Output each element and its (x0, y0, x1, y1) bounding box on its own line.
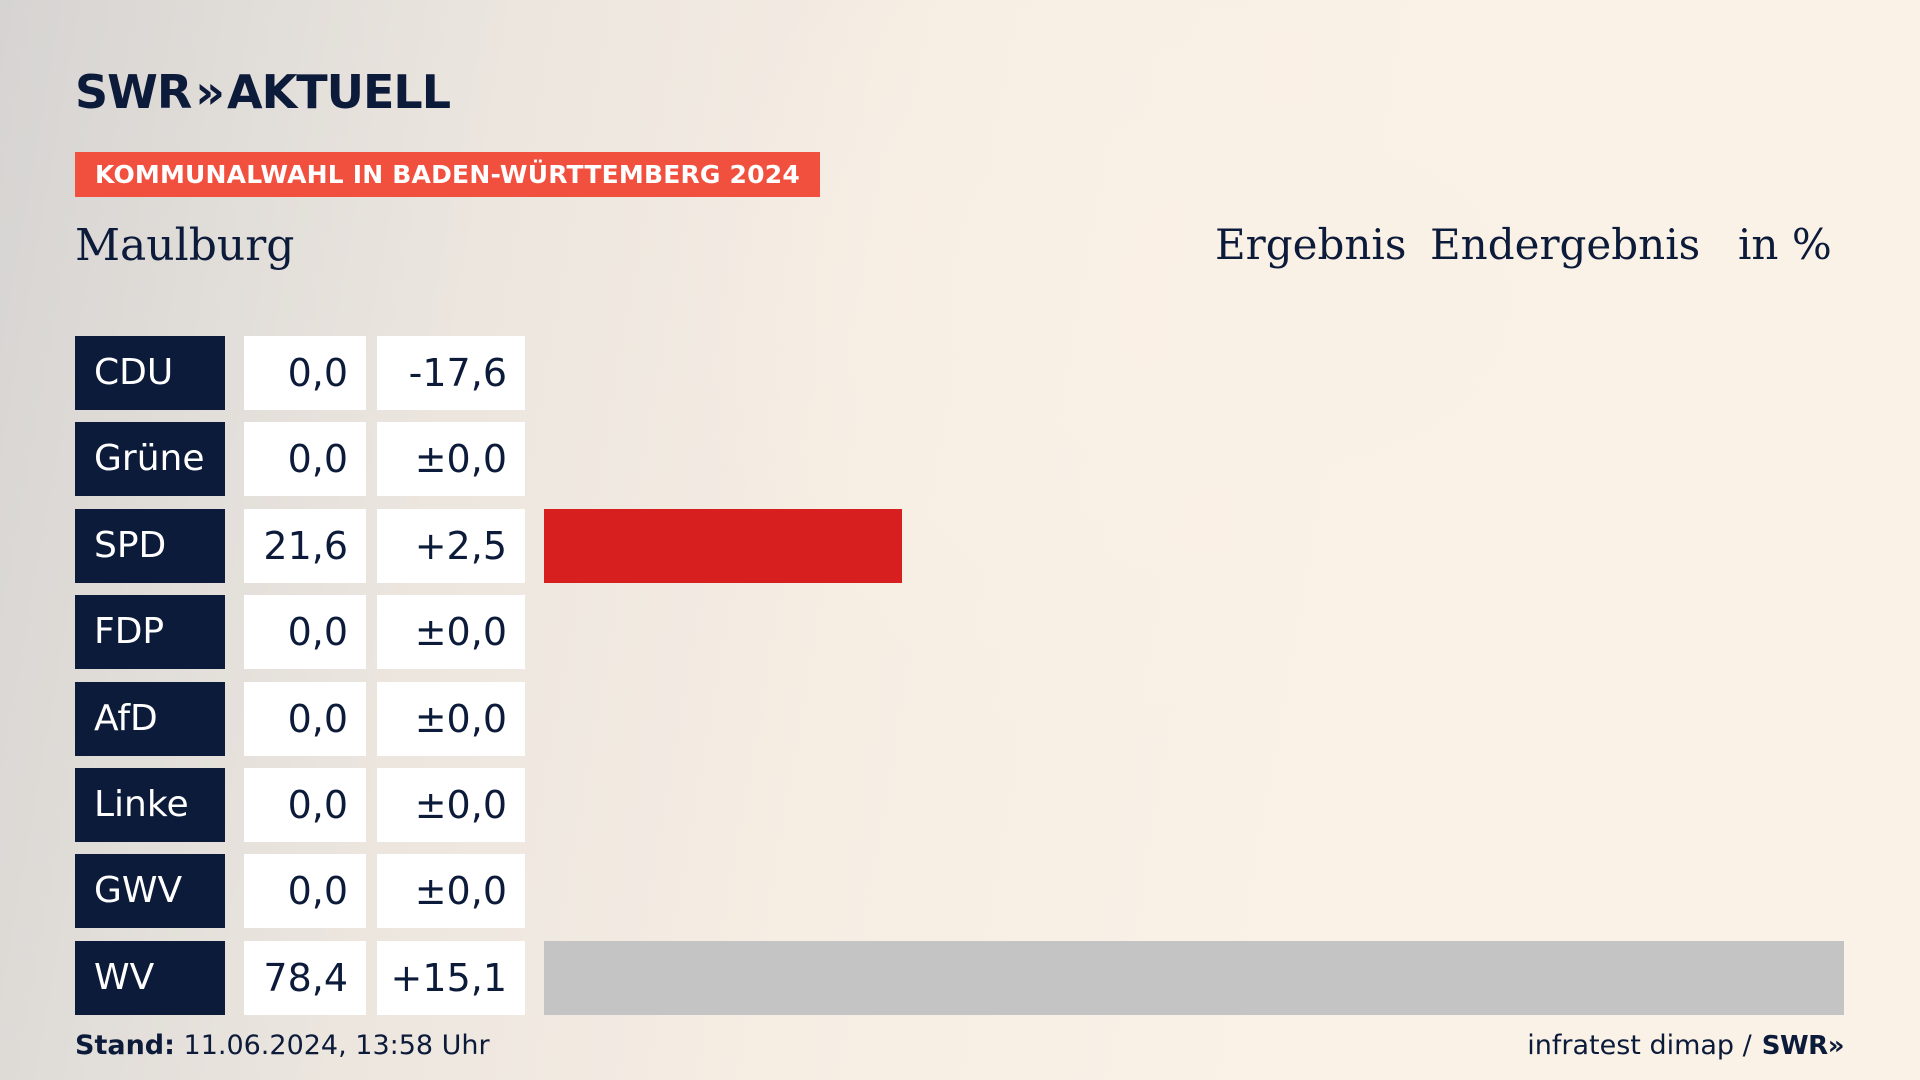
bar-wv (544, 940, 1844, 1015)
value-label: 78,4 (244, 940, 366, 1015)
value-label: 0,0 (244, 854, 366, 929)
value-label: 0,0 (244, 422, 366, 497)
source-brand: SWR» (1761, 1030, 1845, 1061)
logo-aktuell: AKTUELL (227, 65, 451, 119)
diff-label: ±0,0 (377, 681, 525, 756)
result-row-afd: AfD 0,0 ±0,0 (0, 681, 1920, 756)
source-credit: infratest dimap / SWR» (1527, 1030, 1844, 1061)
stand-label: Stand: (75, 1030, 175, 1061)
value-label: 0,0 (244, 768, 366, 842)
party-label: CDU (75, 336, 225, 410)
result-row-spd: SPD 21,6 +2,5 (0, 508, 1920, 583)
logo-swr: SWR (75, 65, 192, 119)
value-label: 0,0 (244, 681, 366, 756)
result-row-fdp: FDP 0,0 ±0,0 (0, 595, 1920, 670)
party-label: Linke (75, 768, 225, 842)
source-text: infratest dimap / (1527, 1030, 1752, 1061)
diff-label: -17,6 (377, 336, 525, 410)
header-ergebnis: Ergebnis (1215, 220, 1407, 269)
party-label: FDP (75, 595, 225, 670)
party-label: Grüne (75, 422, 225, 497)
value-label: 0,0 (244, 336, 366, 410)
party-label: SPD (75, 508, 225, 583)
logo-chevrons: » (195, 65, 225, 119)
header-endergebnis: Endergebnis (1430, 220, 1701, 269)
party-label: AfD (75, 681, 225, 756)
municipality-title: Maulburg (75, 220, 295, 271)
timestamp: Stand: 11.06.2024, 13:58 Uhr (75, 1030, 490, 1061)
diff-label: ±0,0 (377, 768, 525, 842)
party-label: GWV (75, 854, 225, 929)
value-label: 0,0 (244, 595, 366, 670)
result-row-gwv: GWV 0,0 ±0,0 (0, 854, 1920, 929)
bar-spd (544, 508, 903, 583)
result-row-grüne: Grüne 0,0 ±0,0 (0, 422, 1920, 497)
swr-aktuell-logo: SWR » AKTUELL (75, 65, 451, 119)
diff-label: +2,5 (377, 508, 525, 583)
diff-label: ±0,0 (377, 422, 525, 497)
election-badge: KOMMUNALWAHL IN BADEN-WÜRTTEMBERG 2024 (75, 152, 820, 197)
value-label: 21,6 (244, 508, 366, 583)
stand-value: 11.06.2024, 13:58 Uhr (183, 1030, 490, 1061)
diff-label: +15,1 (377, 940, 525, 1015)
diff-label: ±0,0 (377, 854, 525, 929)
header-unit: in % (1738, 220, 1832, 269)
result-row-wv: WV 78,4 +15,1 (0, 940, 1920, 1015)
result-row-linke: Linke 0,0 ±0,0 (0, 768, 1920, 842)
diff-label: ±0,0 (377, 595, 525, 670)
party-label: WV (75, 940, 225, 1015)
result-row-cdu: CDU 0,0 -17,6 (0, 336, 1920, 410)
